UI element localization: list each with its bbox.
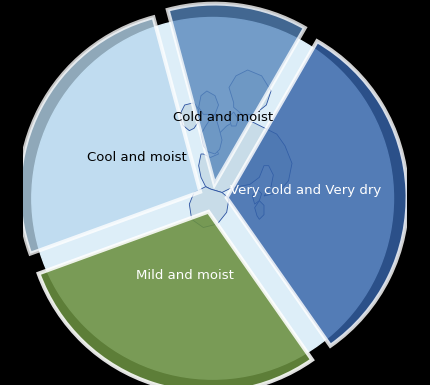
Polygon shape — [189, 187, 229, 228]
Polygon shape — [180, 103, 199, 131]
Polygon shape — [252, 189, 262, 204]
Text: Mild and moist: Mild and moist — [136, 269, 234, 282]
Text: Cool and moist: Cool and moist — [86, 151, 186, 164]
Wedge shape — [227, 41, 408, 346]
Circle shape — [32, 17, 393, 379]
Text: Cold and moist: Cold and moist — [173, 111, 273, 124]
Polygon shape — [229, 70, 271, 114]
Polygon shape — [229, 112, 238, 126]
Wedge shape — [19, 17, 200, 254]
Polygon shape — [255, 201, 264, 219]
Text: Very cold and Very dry: Very cold and Very dry — [230, 184, 381, 197]
Wedge shape — [168, 3, 305, 184]
Wedge shape — [39, 212, 312, 385]
Polygon shape — [199, 119, 292, 196]
Polygon shape — [199, 91, 222, 154]
